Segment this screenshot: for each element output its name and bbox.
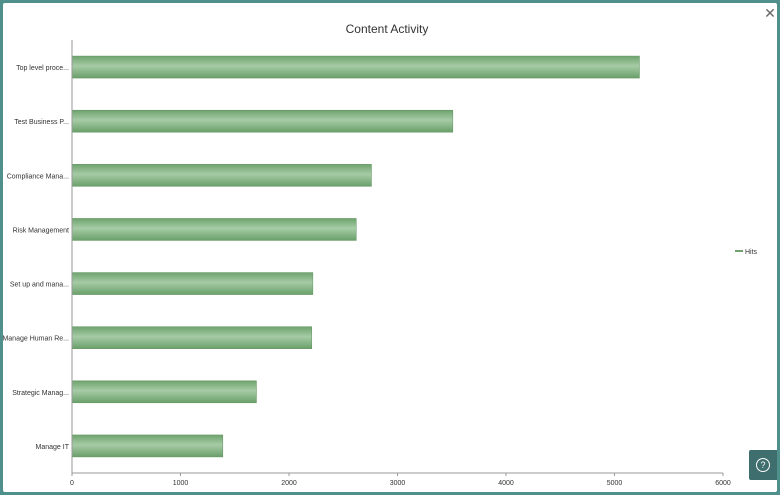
x-tick-label: 3000 [390,480,406,487]
bar-4[interactable] [71,272,314,295]
x-tick-label: 1000 [173,480,189,487]
close-icon[interactable]: ✕ [764,5,776,21]
category-label: Manage IT [36,444,70,451]
category-label: Compliance Mana... [7,173,69,180]
chart-title: Content Activity [346,22,429,36]
x-tick-label: 2000 [281,480,297,487]
bar-2[interactable] [71,164,372,187]
bar-6[interactable] [71,380,257,404]
content-activity-chart: Content Activity Top level proce... Test … [3,22,758,487]
category-label: Strategic Manag... [12,390,69,397]
bar-0[interactable] [71,55,640,79]
legend-label: Hits [745,249,758,256]
x-tick-label: 4000 [498,480,514,487]
bar-5[interactable] [71,326,313,349]
bar-7[interactable] [71,434,224,458]
help-icon: ? [756,458,770,472]
category-label: Test Business P... [14,119,69,126]
category-label: Manage Human Re... [3,336,69,343]
x-tick-label: 5000 [607,480,623,487]
x-tick-label: 6000 [715,480,731,487]
help-button[interactable]: ? [749,450,777,480]
chart-legend: Hits [735,249,758,256]
x-tick-label: 0 [70,480,74,487]
bar-3[interactable] [71,218,357,241]
chart-dialog: Content Activity Top level proce... Test … [3,3,777,492]
category-label: Top level proce... [16,65,69,72]
bar-1[interactable] [71,109,454,133]
category-label: Set up and mana... [10,282,69,289]
category-label: Risk Management [13,227,69,234]
